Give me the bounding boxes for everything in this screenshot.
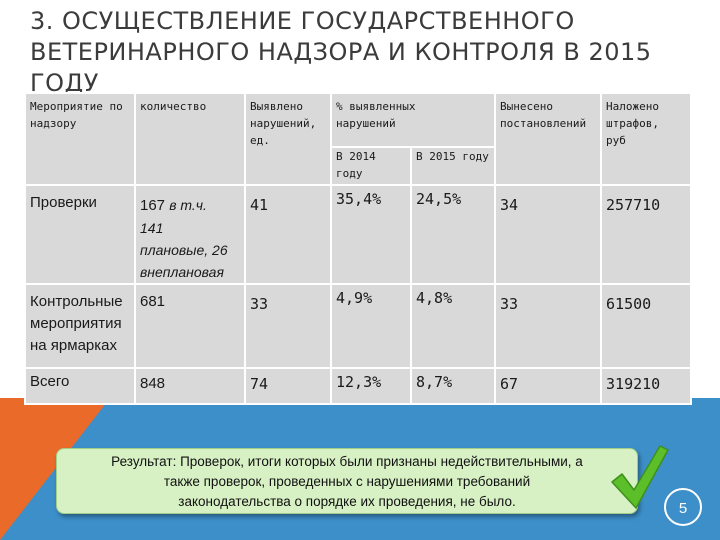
- oversight-table: Мероприятие по надзору количество Выявле…: [24, 92, 693, 405]
- header-resolutions: Вынесено постановлений: [494, 92, 603, 186]
- cell-pct-2015: 8,7%: [409, 367, 497, 405]
- header-text: году: [336, 167, 363, 180]
- cell-note: 141: [140, 220, 164, 236]
- header-text: ед.: [250, 134, 270, 147]
- header-text: количество: [140, 100, 207, 113]
- cell-text: 61500: [606, 295, 652, 313]
- cell-note: в т.ч.: [169, 197, 207, 213]
- callout-line: Результат: Проверок, итоги которых были …: [111, 454, 583, 469]
- cell-text: 33: [500, 295, 519, 313]
- cell-text: 12,3%: [336, 373, 382, 391]
- cell-resolutions: 67: [494, 367, 603, 405]
- cell-text: мероприятия: [30, 315, 122, 332]
- cell-text: на ярмарках: [30, 337, 117, 354]
- cell-note: плановые, 26: [140, 242, 228, 258]
- header-percent: % выявленных нарушений: [329, 92, 497, 148]
- table-row: Всего 848 74 12,3% 8,7% 67 319210: [24, 367, 693, 405]
- cell-event: Контрольные мероприятия на ярмарках: [24, 283, 136, 369]
- header-event: Мероприятие по надзору: [24, 92, 136, 186]
- check-mark-icon: [611, 445, 669, 509]
- cell-text: 4,9%: [336, 289, 373, 307]
- cell-text: 4,8%: [416, 289, 453, 307]
- slide-title: 3. ОСУЩЕСТВЛЕНИЕ ГОСУДАРСТВЕННОГО ВЕТЕРИ…: [30, 6, 690, 99]
- header-text: Выявлено: [250, 100, 303, 113]
- cell-violations: 33: [244, 283, 332, 369]
- header-text: постановлений: [500, 117, 587, 130]
- callout-line: законодательства о порядке их проведения…: [178, 494, 516, 509]
- cell-text: 848: [140, 375, 166, 392]
- cell-text: 24,5%: [416, 190, 462, 208]
- cell-text: Проверки: [30, 194, 97, 211]
- cell-note: внеплановая: [140, 264, 224, 280]
- header-text: В 2014: [336, 150, 376, 163]
- header-text: В 2015 году: [416, 150, 489, 163]
- cell-resolutions: 33: [494, 283, 603, 369]
- cell-text: 41: [250, 196, 269, 214]
- cell-text: 74: [250, 375, 269, 393]
- header-text: надзору: [30, 117, 77, 130]
- header-quantity: количество: [134, 92, 246, 186]
- header-text: Мероприятие по: [30, 100, 123, 113]
- cell-quantity: 167 в т.ч. 141 плановые, 26 внеплановая: [134, 184, 246, 285]
- cell-event: Проверки: [24, 184, 136, 285]
- cell-text: 681: [140, 293, 166, 310]
- cell-fines: 257710: [600, 184, 693, 285]
- cell-text: Контрольные: [30, 293, 123, 310]
- header-text: % выявленных: [336, 100, 416, 113]
- result-callout: Результат: Проверок, итоги которых были …: [56, 448, 638, 514]
- cell-text: 167: [140, 197, 166, 214]
- subheader-2015: В 2015 году: [409, 146, 497, 186]
- header-text: нарушений,: [250, 117, 317, 130]
- cell-text: 8,7%: [416, 373, 453, 391]
- cell-event: Всего: [24, 367, 136, 405]
- table-row: Контрольные мероприятия на ярмарках 681 …: [24, 283, 693, 369]
- title-line: 3. ОСУЩЕСТВЛЕНИЕ ГОСУДАРСТВЕННОГО: [30, 7, 575, 35]
- header-text: Вынесено: [500, 100, 553, 113]
- cell-text: 319210: [606, 375, 661, 393]
- header-fines: Наложено штрафов, руб: [600, 92, 693, 186]
- cell-pct-2014: 35,4%: [330, 184, 412, 285]
- cell-text: 67: [500, 375, 519, 393]
- table-row: Проверки 167 в т.ч. 141 плановые, 26 вне…: [24, 184, 693, 285]
- cell-quantity: 848: [134, 367, 246, 405]
- cell-pct-2014: 12,3%: [330, 367, 412, 405]
- header-text: штрафов,: [606, 117, 659, 130]
- cell-violations: 74: [244, 367, 332, 405]
- cell-violations: 41: [244, 184, 332, 285]
- cell-fines: 61500: [600, 283, 693, 369]
- header-violations: Выявлено нарушений, ед.: [244, 92, 332, 186]
- cell-fines: 319210: [600, 367, 693, 405]
- header-text: руб: [606, 134, 626, 147]
- cell-text: 33: [250, 295, 269, 313]
- callout-line: также проверок, проведенных с нарушениям…: [163, 474, 531, 489]
- header-row: Мероприятие по надзору количество Выявле…: [24, 92, 693, 186]
- cell-text: 257710: [606, 196, 661, 214]
- subheader-2014: В 2014 году: [330, 146, 412, 186]
- header-text: Наложено: [606, 100, 659, 113]
- cell-resolutions: 34: [494, 184, 603, 285]
- cell-pct-2015: 4,8%: [409, 283, 497, 369]
- page-number: 5: [664, 488, 702, 526]
- subheader-row: В 2014 году В 2015 году: [25, 146, 691, 186]
- cell-pct-2014: 4,9%: [330, 283, 412, 369]
- title-line: ВЕТЕРИНАРНОГО НАДЗОРА И КОНТРОЛЯ В 2015: [30, 38, 652, 66]
- cell-text: 35,4%: [336, 190, 382, 208]
- cell-quantity: 681: [134, 283, 246, 369]
- header-text: нарушений: [336, 117, 396, 130]
- cell-pct-2015: 24,5%: [409, 184, 497, 285]
- cell-text: Всего: [30, 373, 70, 390]
- cell-text: 34: [500, 196, 519, 214]
